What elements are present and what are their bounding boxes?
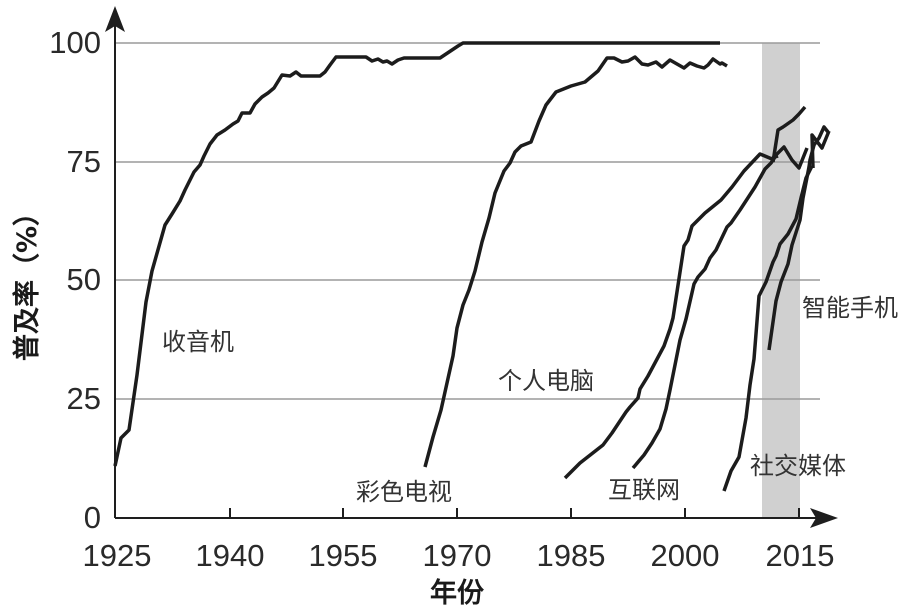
series-radio	[113, 41, 720, 467]
x-tick-label: 1970	[423, 538, 492, 573]
label-radio: 收音机	[162, 328, 234, 356]
series-social-media	[722, 165, 814, 492]
y-tick-label: 25	[67, 381, 101, 416]
series-internet	[631, 154, 779, 470]
y-tick-label: 75	[67, 144, 101, 179]
x-axis-title: 年份	[430, 577, 484, 609]
x-tick-label: 2015	[766, 538, 835, 573]
x-axis-arrow-icon	[810, 508, 838, 528]
y-tick-label: 100	[49, 25, 101, 60]
label-social-media: 社交媒体	[750, 452, 846, 480]
x-tick-label: 2000	[651, 538, 720, 573]
label-color-tv: 彩色电视	[356, 478, 452, 506]
series-color-tv	[423, 55, 728, 468]
series-pc	[563, 145, 809, 480]
x-tick-label: 1940	[196, 538, 265, 573]
label-pc: 个人电脑	[498, 367, 594, 395]
series-smartphone-tip	[810, 130, 831, 169]
series-smartphone	[767, 125, 830, 351]
x-tick-label: 1955	[309, 538, 378, 573]
y-axis-arrow-icon	[105, 6, 125, 32]
x-tick-label: 1985	[537, 538, 606, 573]
y-axis-title: 普及率（%）	[11, 199, 43, 361]
series-smartphone-upper	[771, 105, 807, 163]
y-tick-label: 50	[67, 262, 101, 297]
y-tick-label: 0	[84, 500, 101, 535]
label-internet: 互联网	[608, 476, 680, 504]
label-smartphone: 智能手机	[802, 294, 898, 322]
x-tick-label: 1925	[83, 538, 152, 573]
